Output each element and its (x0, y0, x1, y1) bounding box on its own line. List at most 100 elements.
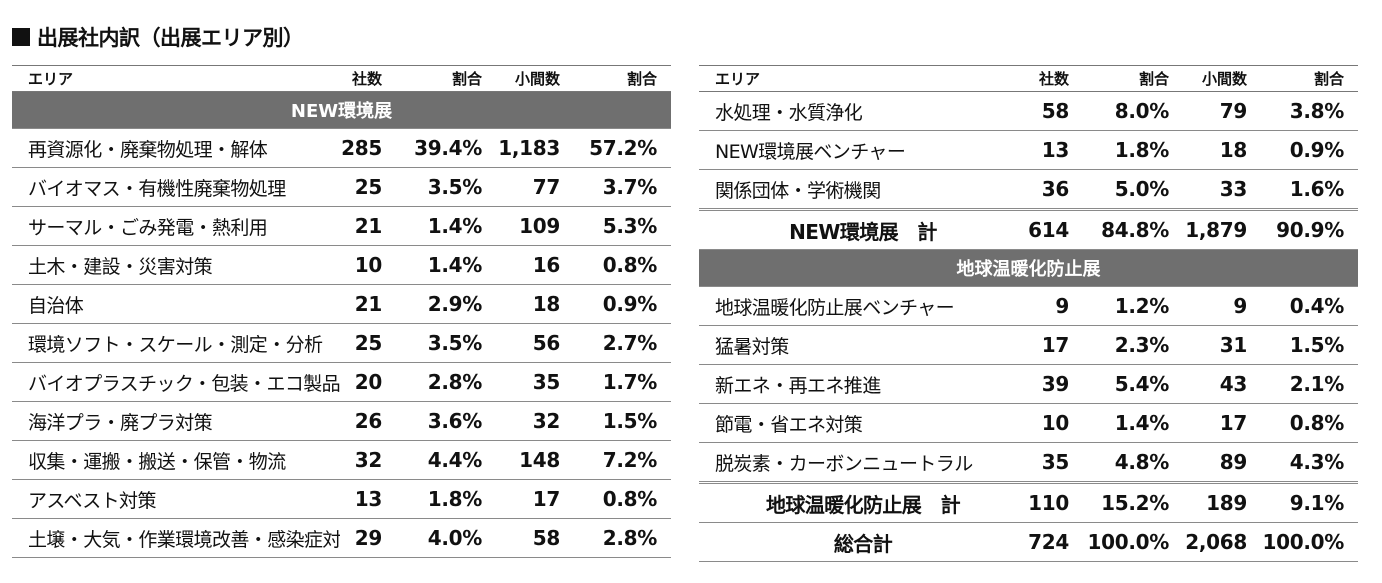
cell-booths: 31 (1169, 325, 1247, 365)
col-area-header: エリア (12, 65, 340, 92)
grand-total-booths: 2,068 (1169, 522, 1247, 562)
grand-total-label: 総合計 (699, 522, 1027, 562)
table-row: 水処理・水質浄化 58 8.0% 79 3.8% (699, 91, 1358, 131)
cell-companies: 285 (340, 128, 386, 168)
cell-ratio1: 2.8% (386, 362, 482, 402)
cell-ratio1: 3.6% (386, 401, 482, 441)
cell-label: 再資源化・廃棄物処理・解体 (12, 128, 340, 168)
page-title: 出展社内訳（出展エリア別） (12, 22, 304, 52)
cell-label: 環境ソフト・スケール・測定・分析 (12, 323, 340, 363)
table-row: 新エネ・再エネ推進 39 5.4% 43 2.1% (699, 364, 1358, 404)
table-row: 土木・建設・災害対策 10 1.4% 16 0.8% (12, 245, 671, 285)
subtotal-booths: 189 (1169, 481, 1247, 523)
table-row: 海洋プラ・廃プラ対策 26 3.6% 32 1.5% (12, 401, 671, 441)
col-booths-header: 小間数 (482, 65, 560, 92)
cell-ratio2: 3.8% (1247, 91, 1358, 131)
cell-label: バイオプラスチック・包装・エコ製品 (12, 362, 340, 402)
square-bullet-icon (12, 28, 30, 46)
cell-ratio2: 5.3% (560, 206, 671, 246)
table-row: サーマル・ごみ発電・熱利用 21 1.4% 109 5.3% (12, 206, 671, 246)
cell-ratio2: 4.3% (1247, 442, 1358, 483)
cell-ratio1: 2.9% (386, 284, 482, 324)
cell-ratio1: 5.4% (1073, 364, 1169, 404)
cell-booths: 43 (1169, 364, 1247, 404)
cell-companies: 29 (340, 518, 386, 558)
cell-ratio2: 2.1% (1247, 364, 1358, 404)
cell-companies: 39 (1027, 364, 1073, 404)
cell-ratio2: 0.8% (560, 245, 671, 285)
cell-ratio1: 1.8% (386, 479, 482, 519)
cell-booths: 18 (1169, 130, 1247, 170)
col-companies-header: 社数 (1027, 65, 1073, 92)
cell-label: 自治体 (12, 284, 340, 324)
subtotal-row-new-env: NEW環境展 計 614 84.8% 1,879 90.9% (699, 208, 1358, 250)
col-ratio2-header: 割合 (560, 65, 671, 92)
cell-companies: 32 (340, 440, 386, 480)
table-row: 収集・運搬・搬送・保管・物流 32 4.4% 148 7.2% (12, 440, 671, 480)
cell-label: アスベスト対策 (12, 479, 340, 519)
cell-ratio2: 2.8% (560, 518, 671, 558)
subtotal-ratio1: 15.2% (1073, 481, 1169, 523)
cell-ratio1: 4.4% (386, 440, 482, 480)
grand-total-ratio2: 100.0% (1247, 522, 1358, 562)
col-booths-header: 小間数 (1169, 65, 1247, 92)
cell-companies: 20 (340, 362, 386, 402)
cell-companies: 10 (340, 245, 386, 285)
cell-booths: 89 (1169, 442, 1247, 483)
cell-booths: 1,183 (482, 128, 560, 168)
cell-companies: 13 (340, 479, 386, 519)
page-title-text: 出展社内訳（出展エリア別） (37, 26, 304, 50)
grand-total-ratio1: 100.0% (1073, 522, 1169, 562)
cell-label: NEW環境展ベンチャー (699, 130, 1027, 170)
cell-companies: 21 (340, 284, 386, 324)
cell-ratio2: 1.5% (560, 401, 671, 441)
cell-ratio1: 5.0% (1073, 169, 1169, 210)
cell-ratio1: 1.4% (386, 245, 482, 285)
cell-booths: 32 (482, 401, 560, 441)
cell-label: 地球温暖化防止展ベンチャー (699, 286, 1027, 326)
cell-booths: 33 (1169, 169, 1247, 210)
cell-label: サーマル・ごみ発電・熱利用 (12, 206, 340, 246)
col-ratio1-header: 割合 (1073, 65, 1169, 92)
cell-companies: 26 (340, 401, 386, 441)
cell-booths: 58 (482, 518, 560, 558)
table-row: 猛暑対策 17 2.3% 31 1.5% (699, 325, 1358, 365)
grand-total-companies: 724 (1027, 522, 1073, 562)
subtotal-companies: 110 (1027, 481, 1073, 523)
cell-companies: 35 (1027, 442, 1073, 483)
table-row: 関係団体・学術機関 36 5.0% 33 1.6% (699, 169, 1358, 210)
col-companies-header: 社数 (340, 65, 386, 92)
cell-booths: 148 (482, 440, 560, 480)
section-header-new-env: NEW環境展 (12, 91, 671, 129)
cell-companies: 25 (340, 323, 386, 363)
col-area-header: エリア (699, 65, 1027, 92)
cell-companies: 58 (1027, 91, 1073, 131)
right-header-row: エリア 社数 割合 小間数 割合 (699, 65, 1358, 92)
cell-ratio1: 1.4% (386, 206, 482, 246)
cell-label: 土壌・大気・作業環境改善・感染症対策 (12, 518, 340, 558)
cell-ratio1: 1.2% (1073, 286, 1169, 326)
cell-booths: 17 (482, 479, 560, 519)
cell-booths: 56 (482, 323, 560, 363)
cell-ratio2: 0.8% (560, 479, 671, 519)
table-row: 節電・省エネ対策 10 1.4% 17 0.8% (699, 403, 1358, 443)
cell-ratio1: 1.4% (1073, 403, 1169, 443)
cell-label: 関係団体・学術機関 (699, 169, 1027, 210)
cell-companies: 10 (1027, 403, 1073, 443)
section-label: NEW環境展 (12, 91, 671, 129)
cell-booths: 77 (482, 167, 560, 207)
section-header-global-warming: 地球温暖化防止展 (699, 249, 1358, 287)
cell-ratio1: 3.5% (386, 167, 482, 207)
subtotal-label: 地球温暖化防止展 計 (699, 481, 1027, 523)
left-header-row: エリア 社数 割合 小間数 割合 (12, 65, 671, 92)
table-row: 地球温暖化防止展ベンチャー 9 1.2% 9 0.4% (699, 286, 1358, 326)
right-table: エリア 社数 割合 小間数 割合 水処理・水質浄化 58 8.0% 79 3.8% NEW… (699, 65, 1358, 562)
cell-label: 水処理・水質浄化 (699, 91, 1027, 131)
cell-label: バイオマス・有機性廃棄物処理 (12, 167, 340, 207)
table-row: 再資源化・廃棄物処理・解体 285 39.4% 1,183 57.2% (12, 128, 671, 168)
table-row: アスベスト対策 13 1.8% 17 0.8% (12, 479, 671, 519)
subtotal-ratio2: 90.9% (1247, 208, 1358, 250)
table-row: バイオプラスチック・包装・エコ製品 20 2.8% 35 1.7% (12, 362, 671, 402)
cell-ratio1: 4.0% (386, 518, 482, 558)
cell-companies: 13 (1027, 130, 1073, 170)
